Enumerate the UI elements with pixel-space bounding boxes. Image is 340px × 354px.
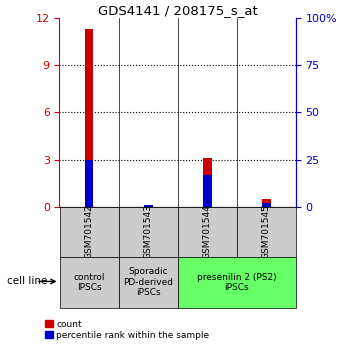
Bar [262,203,271,207]
Text: GSM701544: GSM701544 [203,205,212,259]
Text: control
IPSCs: control IPSCs [73,273,105,292]
Bar [119,257,177,308]
Text: GSM701543: GSM701543 [143,204,153,259]
Bar [177,207,237,257]
Bar [203,158,211,207]
Bar [119,207,177,257]
Bar [144,206,153,207]
Bar [203,175,211,207]
Title: GDS4141 / 208175_s_at: GDS4141 / 208175_s_at [98,4,257,17]
Bar [59,207,119,257]
Text: cell line: cell line [7,276,47,286]
Text: GSM701545: GSM701545 [262,204,271,259]
Text: presenilin 2 (PS2)
iPSCs: presenilin 2 (PS2) iPSCs [197,273,276,292]
Bar [59,257,119,308]
Legend: count, percentile rank within the sample: count, percentile rank within the sample [45,320,209,340]
Bar [85,29,94,207]
Text: Sporadic
PD-derived
iPSCs: Sporadic PD-derived iPSCs [123,267,173,297]
Bar [177,257,296,308]
Bar [237,207,296,257]
Bar [262,199,271,207]
Bar [85,160,94,207]
Bar [144,205,153,207]
Text: GSM701542: GSM701542 [85,205,94,259]
